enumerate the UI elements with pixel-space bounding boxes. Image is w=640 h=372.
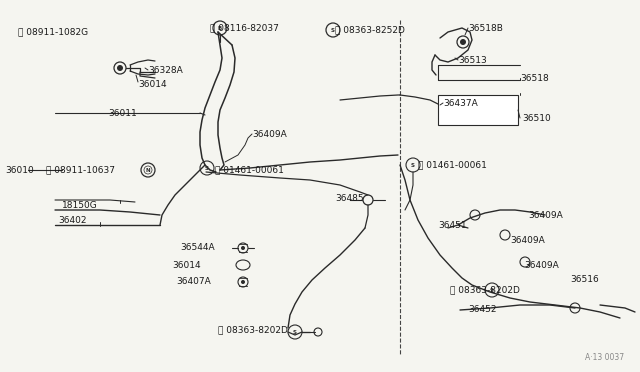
Text: S: S [411, 163, 415, 167]
Circle shape [117, 65, 123, 71]
Text: S: S [205, 166, 209, 170]
Text: 36011: 36011 [108, 109, 137, 118]
Text: 36513: 36513 [458, 55, 487, 64]
Text: 36014: 36014 [138, 80, 166, 89]
Text: 36010: 36010 [5, 166, 34, 174]
Text: 36014: 36014 [172, 260, 200, 269]
Text: Ⓝ 08911-1082G: Ⓝ 08911-1082G [18, 28, 88, 36]
Text: Ⓝ 08911-10637: Ⓝ 08911-10637 [46, 166, 115, 174]
Text: S: S [331, 28, 335, 32]
Text: Ⓢ 01461-00061: Ⓢ 01461-00061 [215, 166, 284, 174]
Text: Ⓢ 01461-00061: Ⓢ 01461-00061 [418, 160, 487, 170]
Text: 36485: 36485 [335, 193, 364, 202]
Text: 36409A: 36409A [510, 235, 545, 244]
Text: A·13 0037: A·13 0037 [586, 353, 625, 362]
Text: Ⓢ 08363-8202D: Ⓢ 08363-8202D [450, 285, 520, 295]
FancyBboxPatch shape [438, 95, 518, 125]
Text: 36518: 36518 [520, 74, 548, 83]
Text: N: N [146, 167, 150, 173]
Text: S: S [490, 288, 494, 292]
Text: 36516: 36516 [570, 276, 599, 285]
Text: S: S [293, 330, 297, 334]
Text: 36544A: 36544A [180, 244, 214, 253]
Text: 36409A: 36409A [528, 211, 563, 219]
Circle shape [241, 280, 245, 284]
Text: 36451: 36451 [438, 221, 467, 230]
Text: 36328A: 36328A [148, 65, 183, 74]
Text: Ⓑ 08116-82037: Ⓑ 08116-82037 [210, 23, 279, 32]
Text: 36510: 36510 [522, 113, 551, 122]
Circle shape [241, 246, 245, 250]
Text: 36518B: 36518B [468, 23, 503, 32]
Text: Ⓢ 08363-8252D: Ⓢ 08363-8252D [335, 26, 405, 35]
Text: 36409A: 36409A [252, 129, 287, 138]
Text: 36407A: 36407A [176, 278, 211, 286]
Text: B: B [218, 26, 222, 31]
Text: 36452: 36452 [468, 305, 497, 314]
Text: 36409A: 36409A [524, 260, 559, 269]
Text: Ⓢ 08363-8202D: Ⓢ 08363-8202D [218, 326, 288, 334]
Circle shape [460, 39, 466, 45]
Text: 18150G: 18150G [62, 201, 98, 209]
Text: 36402: 36402 [58, 215, 86, 224]
Text: 36437A: 36437A [443, 99, 477, 108]
